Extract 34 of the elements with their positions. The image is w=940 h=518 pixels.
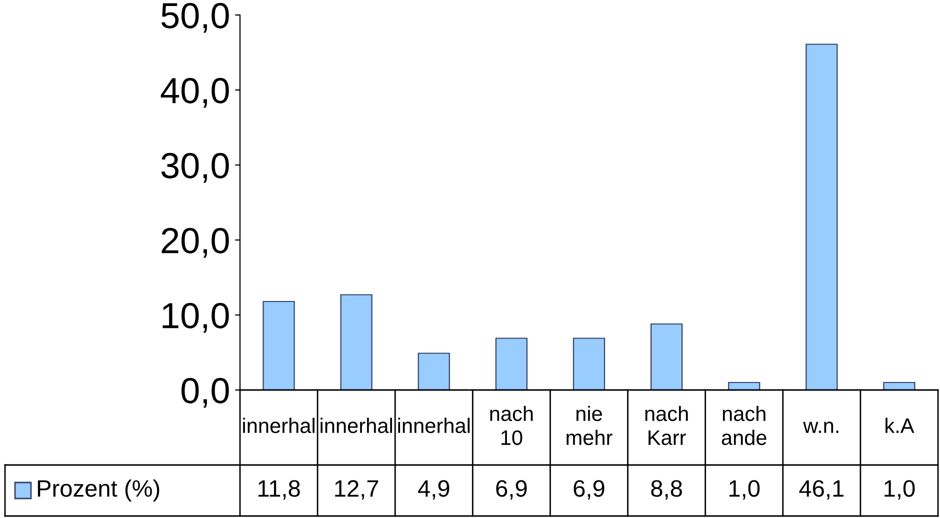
bar — [418, 352, 450, 390]
data-label: 46,1 — [799, 480, 844, 500]
y-tick-label: 0,0 — [181, 378, 229, 408]
bar — [650, 323, 683, 390]
data-label: 1,0 — [730, 480, 760, 500]
data-label: 6,9 — [496, 480, 527, 500]
x-tick-label: w.n. — [803, 422, 838, 433]
data-label: 12,7 — [335, 480, 378, 500]
data-label: 4,9 — [418, 480, 450, 500]
y-tick-label: 50,0 — [161, 2, 229, 33]
legend-label: Prozent (%) — [38, 479, 160, 502]
data-label: 6,9 — [574, 480, 604, 500]
bar — [883, 382, 916, 390]
data-label: 1,0 — [884, 480, 915, 500]
x-tick-label: nach Karr — [645, 406, 688, 446]
y-tick-label: 40,0 — [160, 78, 229, 108]
data-label: 8,8 — [651, 480, 682, 500]
x-tick-label: innerhal — [243, 418, 314, 434]
data-label: 11,8 — [258, 480, 300, 500]
bar — [262, 300, 295, 390]
x-tick-label: innerhal — [320, 418, 392, 434]
bar — [495, 338, 528, 390]
x-tick-label: innerhal — [398, 418, 470, 434]
x-tick-label: nach ande — [722, 406, 766, 446]
bar — [572, 338, 606, 390]
bar — [340, 294, 372, 390]
y-tick-label: 30,0 — [161, 152, 229, 183]
y-tick-label: 10,0 — [162, 302, 229, 333]
bar — [806, 44, 838, 390]
x-tick-label: k.A — [886, 418, 914, 433]
y-tick-label: 20,0 — [162, 228, 229, 258]
x-tick-label: nie mehr — [566, 406, 612, 446]
bar — [728, 382, 760, 390]
x-tick-label: nach 10 — [490, 406, 533, 446]
